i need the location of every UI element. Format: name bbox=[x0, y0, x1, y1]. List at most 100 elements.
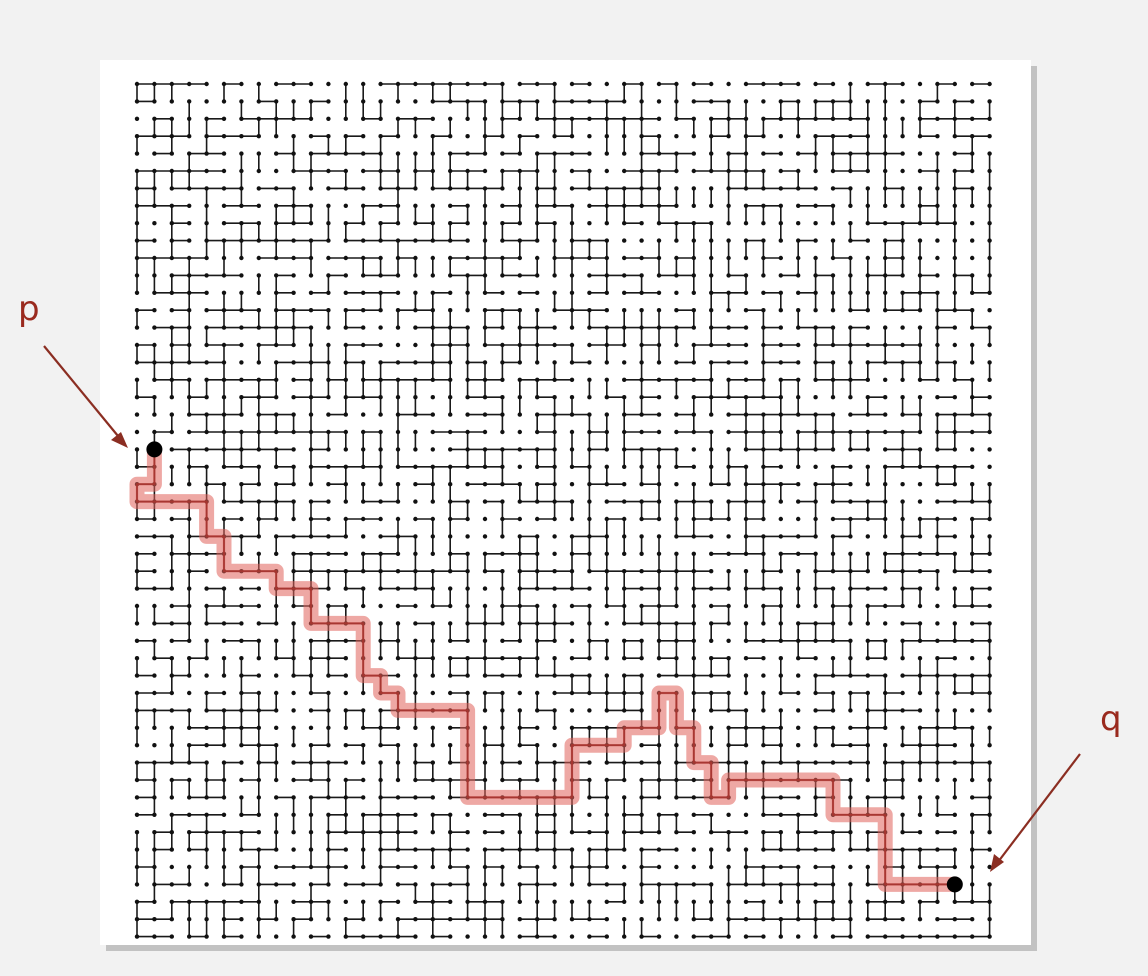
grid-site bbox=[622, 569, 627, 574]
grid-site bbox=[674, 238, 679, 243]
grid-site bbox=[535, 273, 540, 278]
grid-site bbox=[413, 395, 418, 400]
grid-site bbox=[187, 412, 192, 417]
grid-site bbox=[239, 534, 244, 539]
grid-site bbox=[865, 429, 870, 435]
grid-site bbox=[361, 690, 366, 696]
grid-site bbox=[709, 99, 714, 104]
grid-site bbox=[848, 203, 853, 208]
grid-site bbox=[517, 377, 522, 382]
grid-site bbox=[726, 134, 731, 139]
grid-site bbox=[952, 360, 957, 365]
grid-site bbox=[726, 569, 731, 574]
grid-site bbox=[535, 830, 540, 835]
grid-site bbox=[917, 621, 923, 626]
grid-site bbox=[987, 447, 992, 452]
grid-site bbox=[987, 221, 992, 226]
grid-site bbox=[430, 290, 435, 295]
grid-site bbox=[987, 864, 992, 870]
grid-site bbox=[500, 725, 505, 730]
grid-site bbox=[848, 621, 853, 626]
grid-site bbox=[796, 186, 801, 191]
grid-site bbox=[326, 134, 331, 139]
grid-site bbox=[691, 499, 696, 504]
grid-site bbox=[796, 673, 801, 678]
grid-site bbox=[482, 151, 488, 156]
grid-site bbox=[587, 499, 592, 504]
grid-site bbox=[656, 482, 662, 487]
grid-site bbox=[587, 864, 592, 870]
grid-site bbox=[395, 899, 401, 904]
grid-site bbox=[256, 795, 261, 800]
grid-site bbox=[865, 638, 870, 643]
grid-site bbox=[361, 255, 366, 261]
grid-site bbox=[656, 882, 662, 887]
grid-site bbox=[691, 847, 696, 852]
grid-site bbox=[465, 812, 470, 817]
grid-site bbox=[970, 638, 975, 643]
grid-site bbox=[970, 168, 975, 174]
grid-site bbox=[326, 847, 331, 852]
grid-site bbox=[917, 534, 923, 539]
grid-site bbox=[239, 342, 244, 348]
grid-site bbox=[778, 99, 783, 104]
grid-site bbox=[535, 464, 540, 469]
grid-site bbox=[395, 151, 401, 156]
grid-site bbox=[169, 690, 174, 696]
grid-site bbox=[761, 99, 766, 104]
grid-site bbox=[308, 99, 314, 104]
grid-site bbox=[743, 899, 749, 904]
grid-site bbox=[291, 569, 296, 574]
grid-site bbox=[970, 899, 975, 904]
grid-site bbox=[865, 203, 870, 208]
grid-site bbox=[587, 569, 592, 574]
grid-site bbox=[987, 673, 992, 678]
grid-site bbox=[848, 81, 853, 87]
grid-site bbox=[848, 464, 853, 469]
grid-site bbox=[935, 255, 940, 261]
grid-site bbox=[778, 864, 783, 870]
grid-site bbox=[482, 464, 488, 469]
grid-site bbox=[552, 708, 557, 713]
grid-site bbox=[830, 325, 836, 330]
grid-site bbox=[674, 273, 679, 278]
grid-site bbox=[308, 429, 314, 435]
grid-site bbox=[326, 534, 331, 539]
grid-site bbox=[134, 534, 140, 539]
grid-site bbox=[361, 186, 366, 191]
grid-site bbox=[152, 308, 157, 313]
grid-site bbox=[900, 656, 905, 661]
grid-site bbox=[413, 743, 418, 748]
grid-site bbox=[691, 273, 696, 278]
grid-site bbox=[761, 186, 766, 191]
grid-site bbox=[743, 116, 749, 122]
grid-site bbox=[552, 168, 557, 174]
grid-site bbox=[726, 447, 731, 452]
grid-site bbox=[726, 534, 731, 539]
grid-site bbox=[291, 238, 296, 243]
grid-site bbox=[221, 255, 227, 261]
grid-site bbox=[796, 690, 801, 696]
grid-site bbox=[465, 847, 470, 852]
grid-site bbox=[935, 516, 940, 522]
grid-site bbox=[813, 221, 818, 226]
grid-site bbox=[952, 864, 957, 870]
grid-site bbox=[395, 743, 401, 748]
grid-site bbox=[361, 708, 366, 713]
grid-site bbox=[187, 290, 192, 295]
grid-site bbox=[569, 847, 575, 852]
grid-site bbox=[622, 134, 627, 139]
grid-site bbox=[900, 847, 905, 852]
grid-site bbox=[395, 516, 401, 522]
grid-site bbox=[308, 638, 314, 643]
grid-site bbox=[430, 777, 435, 783]
grid-site bbox=[274, 899, 279, 904]
grid-site bbox=[308, 882, 314, 887]
grid-site bbox=[482, 917, 488, 922]
grid-site bbox=[587, 812, 592, 817]
grid-site bbox=[987, 760, 992, 765]
grid-site bbox=[935, 830, 940, 835]
grid-site bbox=[813, 638, 818, 643]
grid-site bbox=[343, 864, 348, 870]
grid-site bbox=[395, 534, 401, 539]
